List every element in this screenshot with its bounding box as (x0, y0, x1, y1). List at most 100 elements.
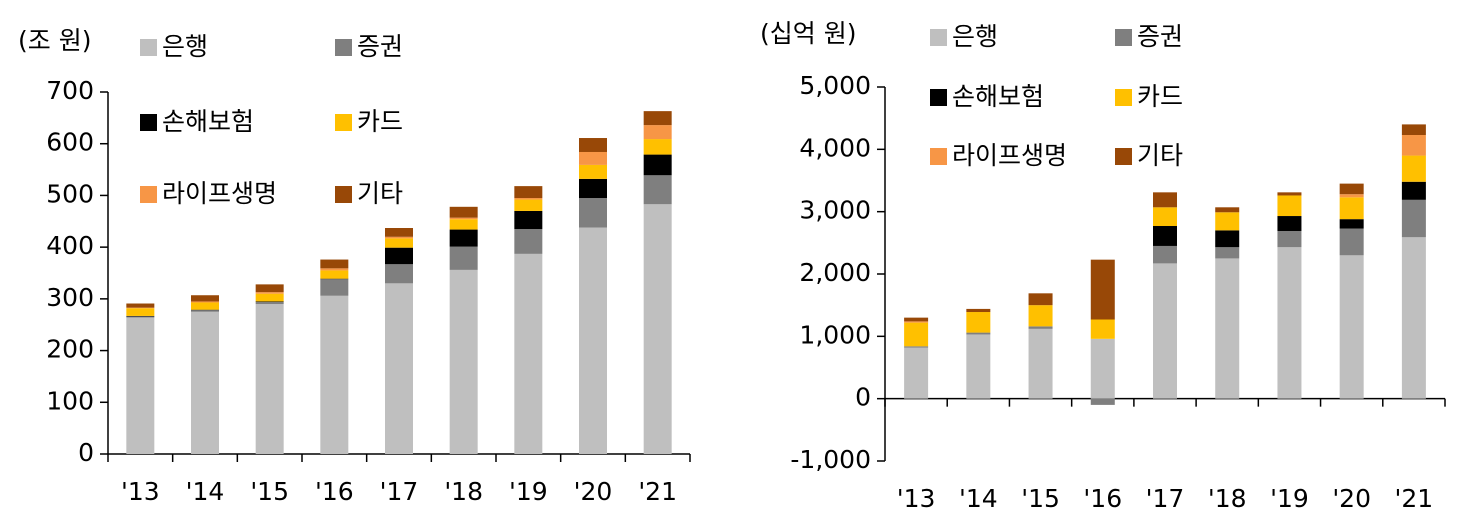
bar-segment (643, 154, 672, 176)
bar-segment (255, 301, 284, 302)
bar-segment (255, 304, 284, 454)
bar-segment (1090, 259, 1115, 320)
bar-segment (966, 332, 991, 335)
bar-segment (1339, 197, 1364, 220)
bar-segment (1153, 207, 1177, 227)
legend-label: 손해보험 (952, 82, 1044, 111)
legend-label: 기타 (1137, 141, 1183, 170)
legend-swatch (335, 39, 352, 56)
legend-swatch (335, 186, 352, 203)
bar-segment (1090, 319, 1115, 339)
bar-segment (579, 151, 607, 165)
x-tick-label: '19 (509, 477, 548, 506)
bar-segment (1090, 338, 1115, 399)
bar-segment (643, 175, 672, 205)
bar-segment (643, 125, 672, 140)
x-tick-label: '14 (186, 477, 225, 506)
legend-label: 카드 (357, 107, 403, 136)
bar-segment (1339, 228, 1364, 256)
bar-segment (514, 253, 543, 454)
bar-segment (579, 138, 607, 152)
bar-segment (1028, 305, 1053, 327)
x-tick-label: '21 (1395, 484, 1434, 513)
x-tick-label: '15 (250, 477, 289, 506)
bar-segment (385, 236, 413, 239)
bar-segment (1339, 219, 1364, 229)
bar-segment (126, 317, 155, 454)
bar-segment (1215, 258, 1240, 399)
y-tick-label: 5,000 (799, 71, 871, 100)
bar-segment (385, 228, 413, 237)
bar-segment (1090, 398, 1115, 405)
bar-segment (1339, 255, 1364, 399)
bar-segment (1215, 207, 1240, 213)
legend-swatch (1115, 148, 1132, 165)
legend-label: 라이프생명 (952, 141, 1067, 170)
y-tick-label: 2,000 (799, 258, 871, 287)
bar-segment (514, 210, 543, 230)
bar-segment (449, 217, 478, 220)
bar-segment (643, 111, 672, 126)
legend-swatch (140, 114, 157, 131)
bar-segment (320, 259, 349, 269)
bar-segment (385, 247, 413, 265)
bar-segment (1153, 245, 1177, 264)
bar-segment (1215, 212, 1240, 231)
bar-segment (1153, 263, 1177, 399)
y-tick-label: 0 (855, 383, 871, 412)
legend-swatch (140, 186, 157, 203)
bar-segment (449, 219, 478, 230)
bar-segment (126, 315, 155, 317)
bar-segment (320, 279, 349, 296)
bar-segment (449, 246, 478, 270)
bar-segment (514, 186, 543, 199)
bar-segment (1339, 183, 1364, 195)
bar-segment (191, 301, 219, 303)
bar-segment (579, 164, 607, 179)
bar-segment (514, 198, 543, 200)
bar-segment (579, 178, 607, 199)
unit-label: (조 원) (18, 26, 91, 55)
bar-segment (449, 229, 478, 247)
bar-segment (320, 278, 349, 280)
bar-segment (255, 292, 284, 294)
legend-label: 은행 (162, 32, 208, 61)
bar-segment (1153, 192, 1177, 208)
bar-segment (385, 264, 413, 284)
bar-segment (449, 269, 478, 454)
bar-segment (643, 139, 672, 155)
bar-segment (1277, 195, 1302, 217)
legend-swatch (930, 89, 947, 106)
bar-segment (966, 334, 991, 399)
y-tick-label: 200 (46, 335, 94, 364)
y-tick-label: 600 (46, 128, 94, 157)
bar-segment (255, 293, 284, 302)
bar-segment (191, 295, 219, 302)
bar-segment (1215, 247, 1240, 259)
x-tick-label: '18 (1208, 484, 1247, 513)
bar-segment (191, 309, 219, 311)
bar-segment (904, 322, 929, 347)
x-tick-label: '17 (380, 477, 419, 506)
bar-segment (1401, 124, 1426, 135)
bar-segment (514, 229, 543, 254)
legend-label: 라이프생명 (162, 179, 277, 208)
bar-segment (1277, 247, 1302, 399)
bar-segment (1401, 199, 1426, 238)
bar-segment (449, 206, 478, 218)
bar-segment (1215, 230, 1240, 248)
bar-segment (385, 283, 413, 454)
bar-segment (1028, 328, 1053, 399)
y-tick-label: 700 (46, 76, 94, 105)
bar-segment (514, 199, 543, 211)
bar-segment (1153, 226, 1177, 246)
legend-label: 기타 (357, 179, 403, 208)
bar-segment (643, 204, 672, 454)
bar-segment (191, 311, 219, 454)
x-tick-label: '20 (574, 477, 613, 506)
x-tick-label: '20 (1332, 484, 1371, 513)
legend-label: 증권 (357, 32, 403, 61)
y-tick-label: 100 (46, 386, 94, 415)
legend-swatch (1115, 29, 1132, 46)
